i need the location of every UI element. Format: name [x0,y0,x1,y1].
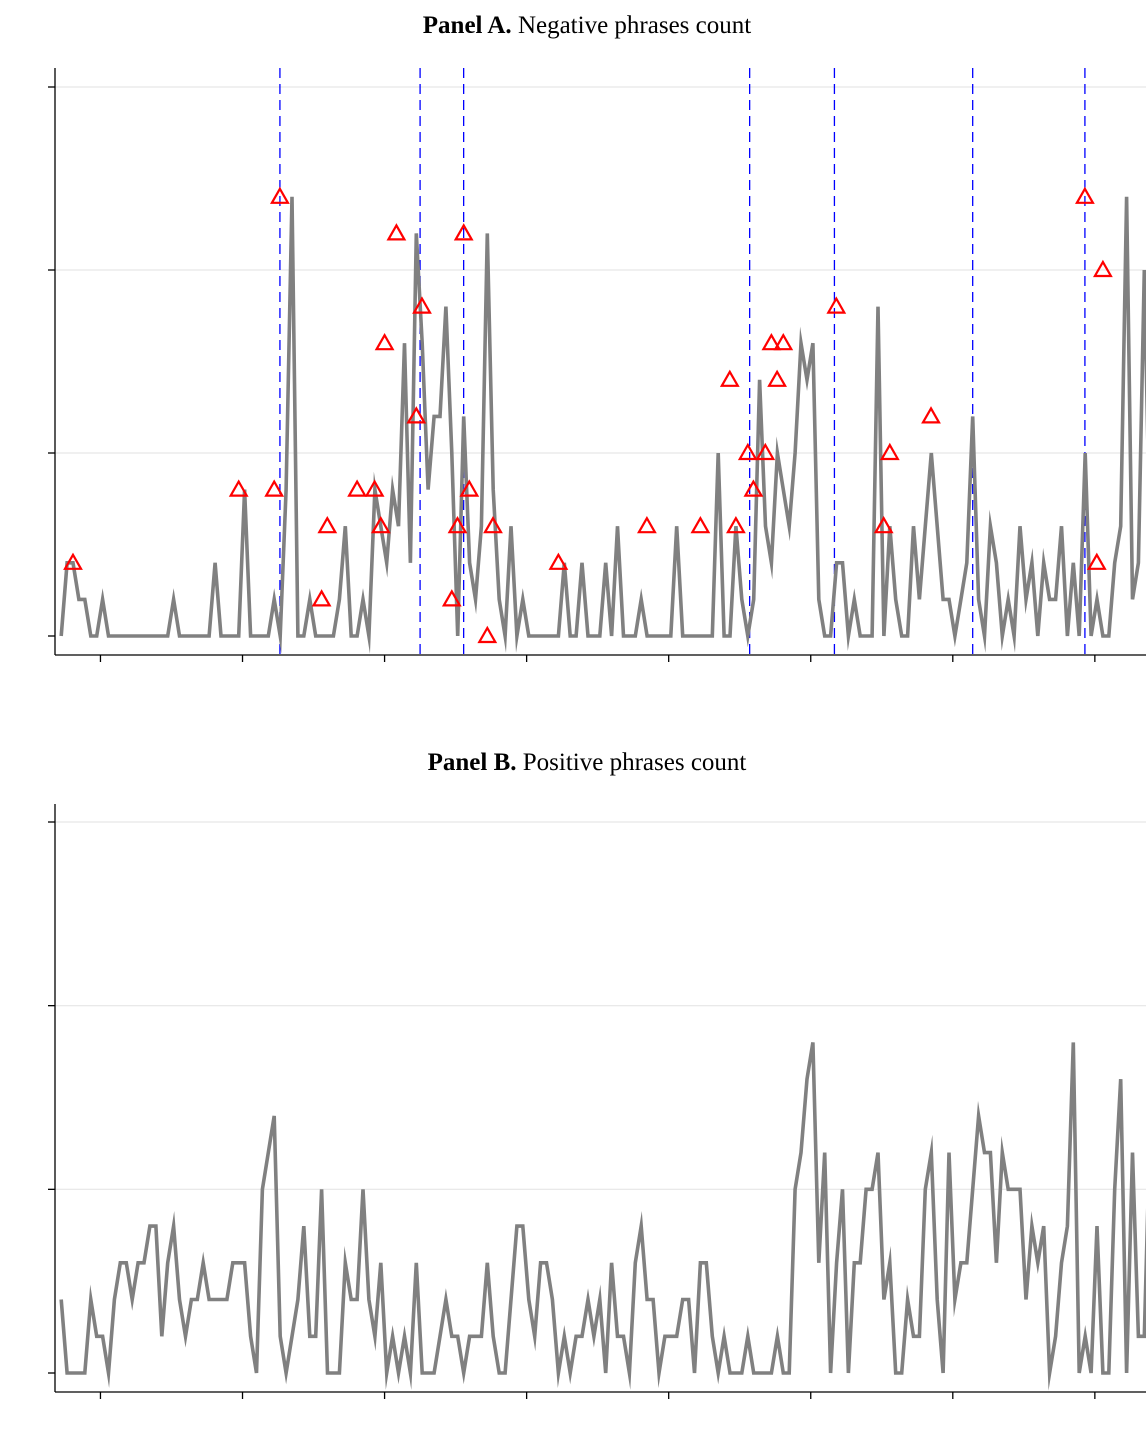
triangle-marker [873,515,894,534]
panel-a-gridlines [55,86,1146,454]
triangle-marker [1075,186,1095,204]
triangle-marker [743,479,764,497]
triangle-marker [637,515,657,534]
triangle-marker [347,479,367,497]
triangle-marker [737,442,758,461]
triangle-marker [826,296,847,314]
triangle-marker [364,479,385,497]
triangle-marker [374,332,395,351]
triangle-marker [447,515,468,534]
triangle-marker [453,223,474,241]
panel-b-axes [48,804,1146,1399]
triangle-marker [270,186,290,204]
panel-a: Panel A. Negative phrases count [48,12,1146,662]
triangle-marker [412,296,432,314]
triangle-marker [264,479,285,497]
triangle-marker [548,552,569,570]
panel-a-event-lines [279,68,1086,655]
panel-a-series [59,196,1146,654]
triangle-marker [370,515,391,534]
series-line [59,196,1146,654]
triangle-marker [726,515,746,534]
panel-b-title: Panel B. Positive phrases count [428,749,747,776]
triangle-marker [228,479,249,497]
triangle-marker [767,369,787,387]
panel-b: Panel B. Positive phrases count [48,749,1146,1399]
triangle-marker [1093,259,1113,278]
triangle-marker [477,625,498,644]
triangle-marker [690,515,711,534]
panel-b-title-label: Panel B. [428,749,517,776]
triangle-marker [921,406,941,424]
triangle-marker [317,515,338,534]
panel-b-gridlines [55,821,1146,1190]
triangle-marker [406,406,427,424]
triangle-marker [773,332,794,351]
series-line [59,1042,1146,1391]
panel-a-axes [48,68,1146,662]
triangle-marker [63,552,83,570]
panel-a-title-text: Negative phrases count [518,12,751,39]
triangle-marker [879,442,900,461]
panel-b-title-text: Positive phrases count [523,749,747,776]
triangle-marker [386,223,407,241]
panel-a-title: Panel A. Negative phrases count [423,12,751,39]
panel-a-title-label: Panel A. [423,12,512,39]
triangle-marker [483,515,503,534]
triangle-marker [459,479,480,497]
triangle-marker [755,442,776,461]
triangle-marker [761,332,782,351]
triangle-marker [441,589,462,607]
panel-a-markers [63,186,1113,644]
panel-b-series [59,1042,1146,1391]
triangle-marker [311,589,332,607]
triangle-marker [1086,552,1107,570]
triangle-marker [719,369,740,387]
